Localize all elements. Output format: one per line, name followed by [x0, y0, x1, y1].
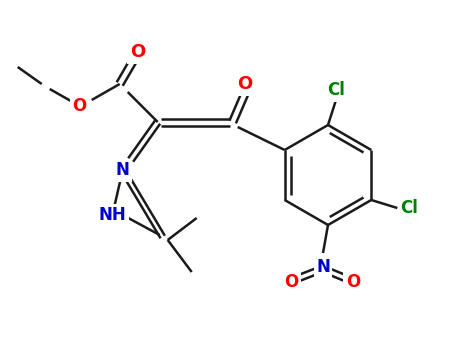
Text: Cl: Cl — [400, 199, 418, 217]
Text: Cl: Cl — [327, 81, 345, 99]
Text: O: O — [284, 273, 298, 291]
Text: N: N — [116, 161, 130, 179]
Text: NH: NH — [99, 206, 126, 224]
Text: O: O — [346, 273, 360, 291]
Text: O: O — [73, 97, 87, 115]
Text: O: O — [237, 75, 253, 93]
Text: N: N — [316, 258, 330, 276]
Text: O: O — [130, 43, 145, 61]
